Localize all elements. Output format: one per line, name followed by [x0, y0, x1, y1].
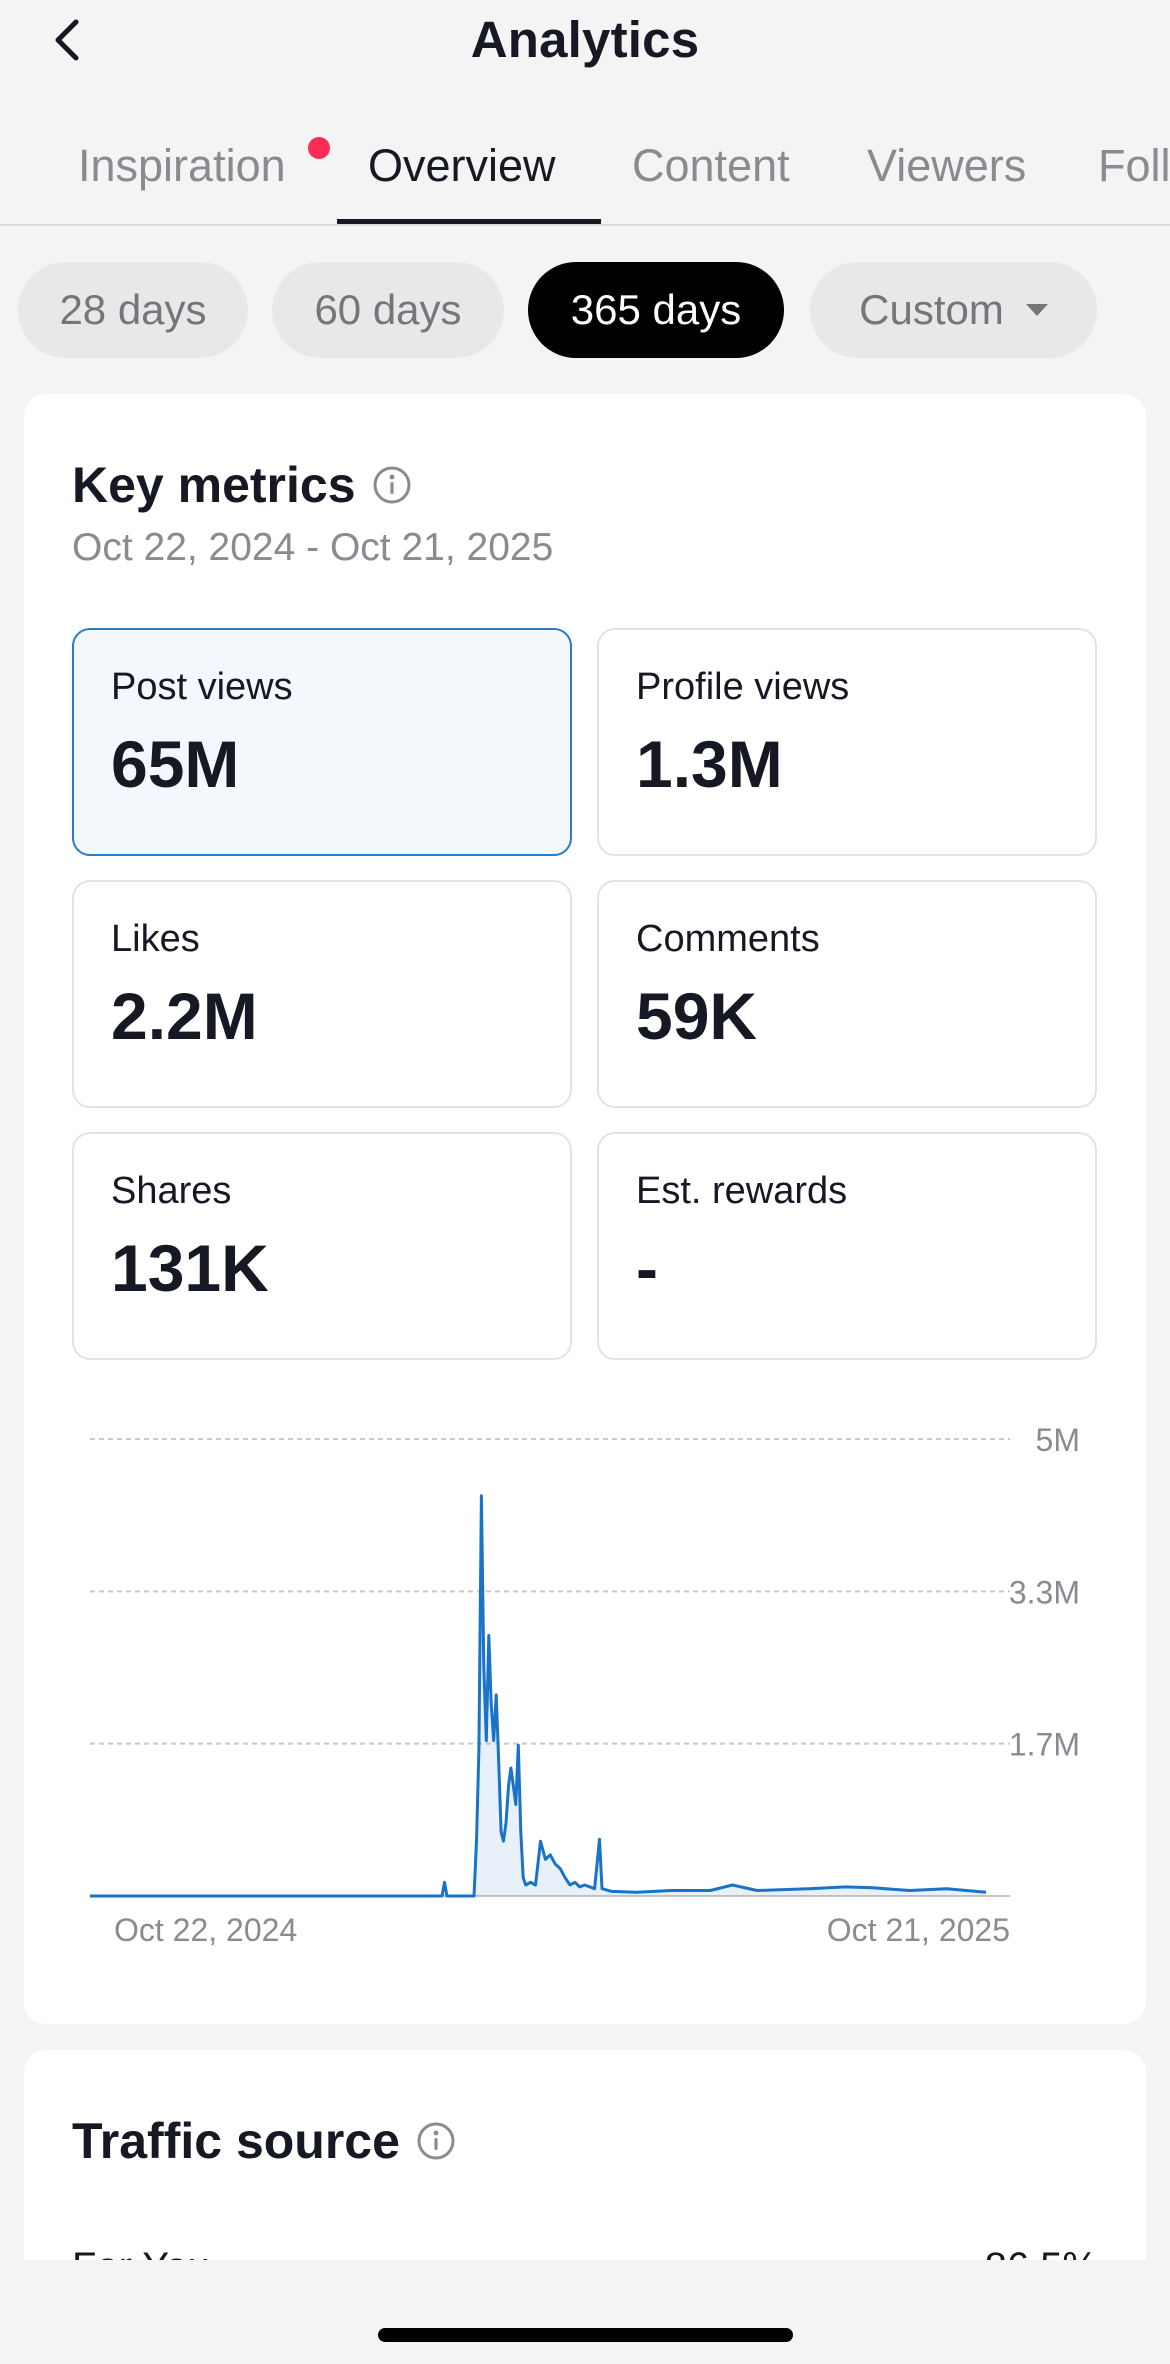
metric-post-views[interactable]: Post views 65M: [72, 628, 572, 856]
period-selector: 28 days 60 days 365 days Custom: [0, 262, 1170, 358]
section-title: Key metrics: [72, 457, 356, 513]
tab-viewers[interactable]: Viewers: [867, 140, 1027, 191]
tab-bar: Inspiration Overview Content Viewers Fol…: [0, 120, 1170, 226]
home-indicator[interactable]: [378, 2328, 793, 2342]
metric-shares[interactable]: Shares 131K: [72, 1132, 572, 1360]
home-indicator-area: [0, 2260, 1170, 2364]
page-title: Analytics: [470, 11, 700, 68]
caret-down-icon: [1025, 304, 1048, 316]
key-metrics-heading: Key metrics: [72, 456, 412, 514]
metric-label: Likes: [111, 918, 200, 960]
period-365-days[interactable]: 365 days: [528, 262, 784, 358]
chart-svg: 5M 3.3M 1.7M Oct 22, 2024 Oct 21, 2025: [90, 1422, 1080, 1948]
traffic-source-heading: Traffic source: [72, 2112, 456, 2170]
metric-est-rewards[interactable]: Est. rewards -: [597, 1132, 1097, 1360]
series-area: [90, 1495, 986, 1896]
chevron-left-icon: [55, 19, 79, 61]
series-line: [90, 1494, 987, 1898]
period-label: 60 days: [314, 286, 462, 333]
period-label: Custom: [859, 286, 1004, 333]
metric-comments[interactable]: Comments 59K: [597, 880, 1097, 1108]
period-28-days[interactable]: 28 days: [18, 262, 248, 358]
tab-inspiration[interactable]: Inspiration: [78, 140, 286, 191]
metric-value: 131K: [111, 1231, 269, 1305]
tab-overview[interactable]: Overview: [368, 140, 556, 191]
key-metrics-card: Key metrics Oct 22, 2024 - Oct 21, 2025 …: [24, 394, 1146, 2024]
metric-value: 2.2M: [111, 979, 258, 1053]
metric-value: 65M: [111, 727, 240, 801]
x-end-label: Oct 21, 2025: [827, 1912, 1010, 1948]
period-custom-dropdown[interactable]: Custom: [810, 262, 1097, 358]
y-tick-label: 5M: [1036, 1422, 1080, 1458]
metric-value: 59K: [636, 979, 758, 1053]
header: Analytics: [0, 0, 1170, 90]
tab-followers[interactable]: Foll: [1098, 140, 1170, 191]
metric-label: Comments: [636, 918, 820, 960]
period-label: 28 days: [59, 286, 207, 333]
date-range: Oct 22, 2024 - Oct 21, 2025: [72, 526, 554, 569]
metric-profile-views[interactable]: Profile views 1.3M: [597, 628, 1097, 856]
metric-label: Profile views: [636, 666, 850, 708]
post-views-chart: 5M 3.3M 1.7M Oct 22, 2024 Oct 21, 2025: [24, 1394, 1146, 1954]
metric-likes[interactable]: Likes 2.2M: [72, 880, 572, 1108]
metric-label: Shares: [111, 1170, 232, 1212]
metric-value: 1.3M: [636, 727, 783, 801]
active-tab-indicator: [337, 219, 601, 224]
metric-label: Est. rewards: [636, 1170, 848, 1212]
x-start-label: Oct 22, 2024: [114, 1912, 297, 1948]
tab-content[interactable]: Content: [632, 140, 790, 191]
notification-dot: [308, 137, 330, 159]
metric-value: -: [636, 1231, 658, 1305]
metric-label: Post views: [111, 666, 293, 708]
info-icon[interactable]: [416, 2121, 456, 2161]
info-icon[interactable]: [372, 465, 412, 505]
y-tick-label: 3.3M: [1009, 1574, 1080, 1610]
back-button[interactable]: [40, 10, 100, 70]
period-60-days[interactable]: 60 days: [272, 262, 504, 358]
y-tick-label: 1.7M: [1009, 1727, 1080, 1763]
period-label: 365 days: [570, 286, 742, 333]
section-title: Traffic source: [72, 2113, 400, 2169]
